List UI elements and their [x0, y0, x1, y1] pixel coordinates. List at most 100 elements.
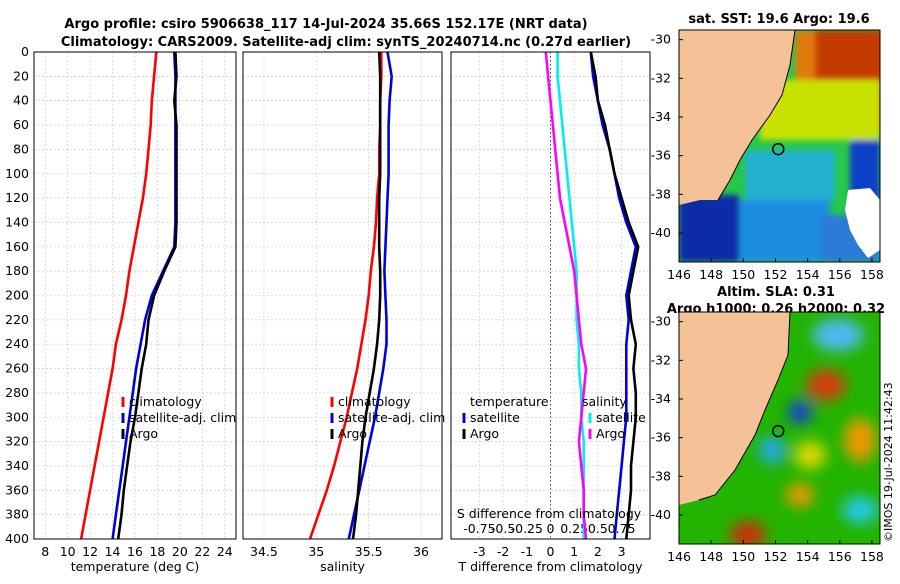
legend-title-salinity: salinity: [582, 394, 627, 409]
sla-map: [679, 312, 880, 544]
series-line-argo: [116, 51, 178, 540]
depth-tick-label: 300: [5, 409, 29, 424]
sla-map-axes: 146 148 150 152 154 156 158 -30 -32 -34 -36 -38 -40: [651, 314, 884, 564]
lon-tick-label: 152: [764, 549, 788, 564]
sla-map-frame: [678, 311, 881, 545]
lat-tick-label: -30: [651, 32, 671, 47]
x-axis-label: salinity: [320, 559, 365, 574]
legend-label-satellite: satellite-adj. clim: [129, 410, 236, 425]
lat-tick-label: -34: [651, 109, 671, 124]
lon-tick-label: 158: [860, 549, 884, 564]
lat-tick-label: -32: [651, 352, 671, 367]
sla-argo-location-marker: [771, 424, 785, 438]
plot-frame: [242, 51, 443, 540]
depth-tick-label: 220: [5, 312, 29, 327]
x-tick-label: 1: [570, 544, 578, 559]
depth-tick-label: 240: [5, 336, 29, 351]
lat-tick-label: -32: [651, 70, 671, 85]
sst-map-title: sat. SST: 19.6 Argo: 19.6: [688, 12, 869, 27]
depth-tick-label: 380: [5, 507, 29, 522]
s-diff-tick-label: 0.25: [560, 521, 588, 536]
sst-argo-location-marker: [771, 142, 785, 156]
x-tick-label: 36: [413, 544, 429, 559]
lon-tick-label: 156: [828, 267, 852, 282]
plot-frame: [450, 51, 651, 540]
x-axis-label: temperature (deg C): [71, 559, 200, 574]
sst-map-axes: 146 148 150 152 154 156 158 -30 -32 -34 -36 -38 -40: [651, 32, 884, 282]
temperature-legend: climatology satellite-adj. clim Argo: [121, 394, 236, 441]
x-tick-label: 22: [194, 544, 210, 559]
series-line-t-satellite: [589, 51, 638, 540]
depth-tick-label: 120: [5, 190, 29, 205]
legend-label-s-argo: Argo: [596, 426, 625, 441]
lon-tick-label: 156: [828, 549, 852, 564]
figure-title-line1: Argo profile: csiro 5906638_117 14-Jul-2…: [64, 17, 587, 32]
lon-tick-label: 154: [796, 549, 820, 564]
s-diff-tick-label: 0.5: [588, 521, 608, 536]
sla-map-title-line1: Altim. SLA: 0.31: [717, 285, 835, 300]
x-tick-label: 24: [217, 544, 233, 559]
legend-label-climatology: climatology: [338, 394, 411, 409]
lat-tick-label: -40: [651, 225, 671, 240]
depth-tick-label: 60: [13, 117, 29, 132]
legend-label-climatology: climatology: [129, 394, 202, 409]
depth-tick-label: 0: [21, 44, 29, 59]
lon-tick-label: 154: [796, 267, 820, 282]
difference-panel: -3 -2 -1 0 1 2 3 -0.75-0.5-0.25 0 0.25 0.5 0.75 T di…: [450, 51, 651, 574]
series-line-satellite-adj-clim: [347, 51, 394, 540]
x-tick-label: 10: [60, 544, 76, 559]
lon-tick-label: 148: [699, 267, 723, 282]
legend-label-argo: Argo: [338, 426, 367, 441]
depth-tick-label: 160: [5, 239, 29, 254]
x-tick-label: 16: [127, 544, 143, 559]
depth-tick-label: 140: [5, 214, 29, 229]
temperature-panel: 0 20 40 60 80 100 120 140 160 180 200 220 240 260 280 3…: [5, 44, 237, 574]
lat-tick-label: -34: [651, 391, 671, 406]
s-diff-tick-label: 0: [547, 521, 555, 536]
x-tick-label: -1: [521, 544, 533, 559]
legend-label-t-argo: Argo: [470, 426, 499, 441]
lat-tick-label: -36: [651, 148, 671, 163]
lon-tick-label: 152: [764, 267, 788, 282]
legend-label-argo: Argo: [129, 426, 158, 441]
x-tick-label: -2: [497, 544, 509, 559]
lon-tick-label: 150: [731, 549, 755, 564]
depth-tick-label: 40: [13, 93, 29, 108]
x-tick-label: 8: [41, 544, 49, 559]
imos-watermark: ©IMOS 19-Jul-2024 11:42:43: [882, 382, 895, 542]
depth-tick-label: 200: [5, 288, 29, 303]
legend-title-temperature: temperature: [470, 394, 549, 409]
plot-frame: [33, 51, 237, 540]
depth-tick-label: 100: [5, 166, 29, 181]
x-tick-label: 35: [308, 544, 324, 559]
x-tick-label: 18: [149, 544, 165, 559]
difference-legend: temperature satellite Argo salinity sate…: [462, 394, 646, 441]
lon-tick-label: 146: [667, 549, 691, 564]
lon-tick-label: 146: [667, 267, 691, 282]
salinity-legend: climatology satellite-adj. clim Argo: [330, 394, 445, 441]
figure-title-line2: Climatology: CARS2009. Satellite-adj cli…: [61, 35, 631, 50]
lat-tick-label: -40: [651, 507, 671, 522]
depth-tick-label: 400: [5, 531, 29, 546]
x-tick-label: 20: [172, 544, 188, 559]
depth-tick-label: 80: [13, 141, 29, 156]
legend-label-t-satellite: satellite: [470, 410, 520, 425]
x-tick-label: 3: [618, 544, 626, 559]
depth-tick-label: 320: [5, 434, 29, 449]
sst-map: [679, 30, 880, 262]
x-tick-label: 2: [594, 544, 602, 559]
x-tick-label: 0: [547, 544, 555, 559]
x-tick-label: 34.5: [250, 544, 278, 559]
series-line-t-argo: [589, 51, 640, 540]
sst-map-frame: [678, 29, 881, 263]
legend-label-s-satellite: satellite: [596, 410, 646, 425]
x-axis-label: T difference from climatology: [457, 559, 643, 574]
depth-tick-label: 20: [13, 68, 29, 83]
x-tick-label: 12: [82, 544, 98, 559]
depth-tick-label: 260: [5, 361, 29, 376]
lat-tick-label: -38: [651, 186, 671, 201]
depth-tick-label: 280: [5, 385, 29, 400]
x-tick-label: 14: [105, 544, 121, 559]
lat-tick-label: -30: [651, 314, 671, 329]
